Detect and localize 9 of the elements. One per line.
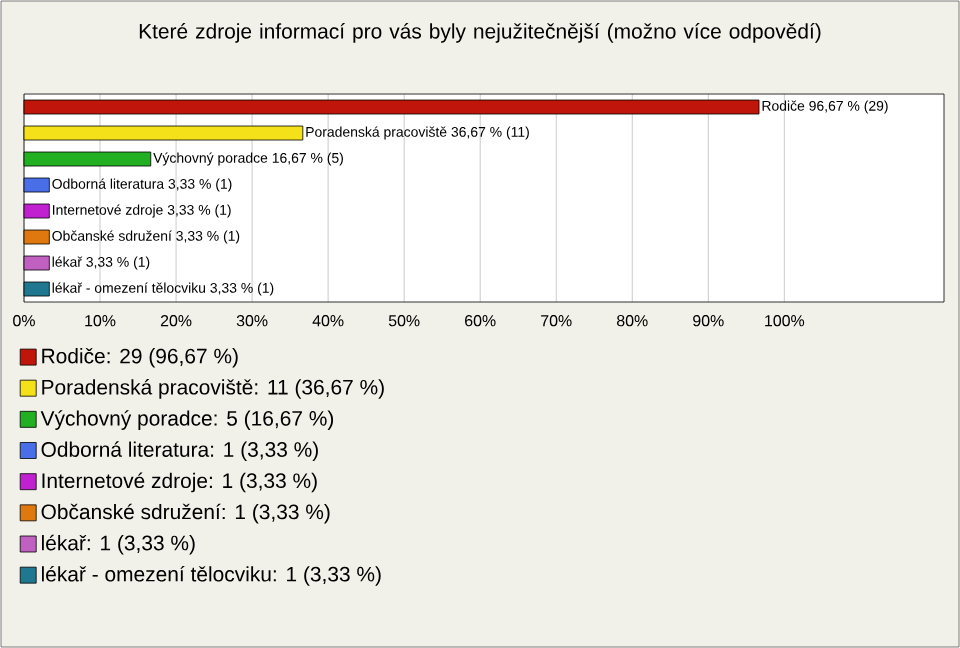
legend-label: Rodiče: 29 (96,67 %) [42, 348, 238, 368]
chart-title: Které zdroje informací pro vás byly nejužitečnější (možno více odpovědí) [139, 23, 821, 43]
legend-label: Odborná literatura: 1 (3,33 %) [41, 441, 318, 462]
legend-label: Internetové zdroje: 1 (3,33 %) [42, 472, 317, 493]
legend-label: Poradenská pracoviště: 11 (36,67 %) [42, 378, 384, 399]
legend-label: Občanské sdružení: 1 (3,33 %) [41, 503, 330, 524]
legend-label: lékař: 1 (3,33 %) [41, 534, 195, 555]
legend-label: lékař - omezení tělocviku: 1 (3,33 %) [41, 565, 381, 586]
legend-label: Výchovný poradce: 5 (16,67 %) [40, 410, 334, 430]
